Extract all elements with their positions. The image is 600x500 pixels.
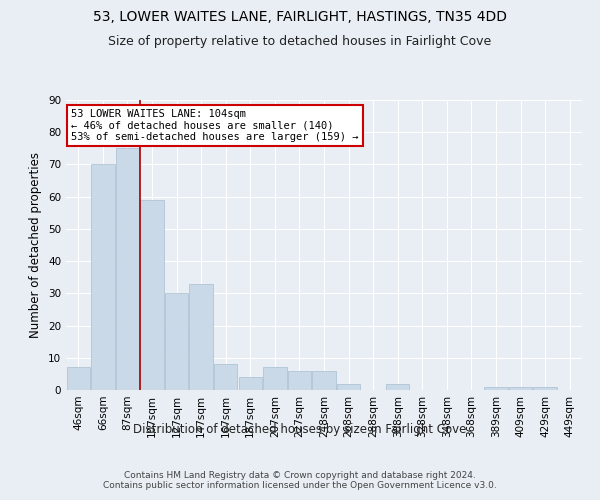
Text: Distribution of detached houses by size in Fairlight Cove: Distribution of detached houses by size … [133,422,467,436]
Text: 53 LOWER WAITES LANE: 104sqm
← 46% of detached houses are smaller (140)
53% of s: 53 LOWER WAITES LANE: 104sqm ← 46% of de… [71,108,359,142]
Bar [214,364,238,390]
Bar [533,387,557,390]
Bar [337,384,360,390]
Y-axis label: Number of detached properties: Number of detached properties [29,152,43,338]
Text: 53, LOWER WAITES LANE, FAIRLIGHT, HASTINGS, TN35 4DD: 53, LOWER WAITES LANE, FAIRLIGHT, HASTIN… [93,10,507,24]
Bar [484,387,508,390]
Bar [263,368,287,390]
Bar [140,200,164,390]
Bar [165,294,188,390]
Bar [116,148,139,390]
Bar [386,384,409,390]
Bar [67,368,90,390]
Bar [509,387,532,390]
Text: Size of property relative to detached houses in Fairlight Cove: Size of property relative to detached ho… [109,35,491,48]
Bar [313,370,335,390]
Bar [91,164,115,390]
Bar [239,377,262,390]
Bar [288,370,311,390]
Text: Contains HM Land Registry data © Crown copyright and database right 2024.
Contai: Contains HM Land Registry data © Crown c… [103,470,497,490]
Bar [190,284,213,390]
